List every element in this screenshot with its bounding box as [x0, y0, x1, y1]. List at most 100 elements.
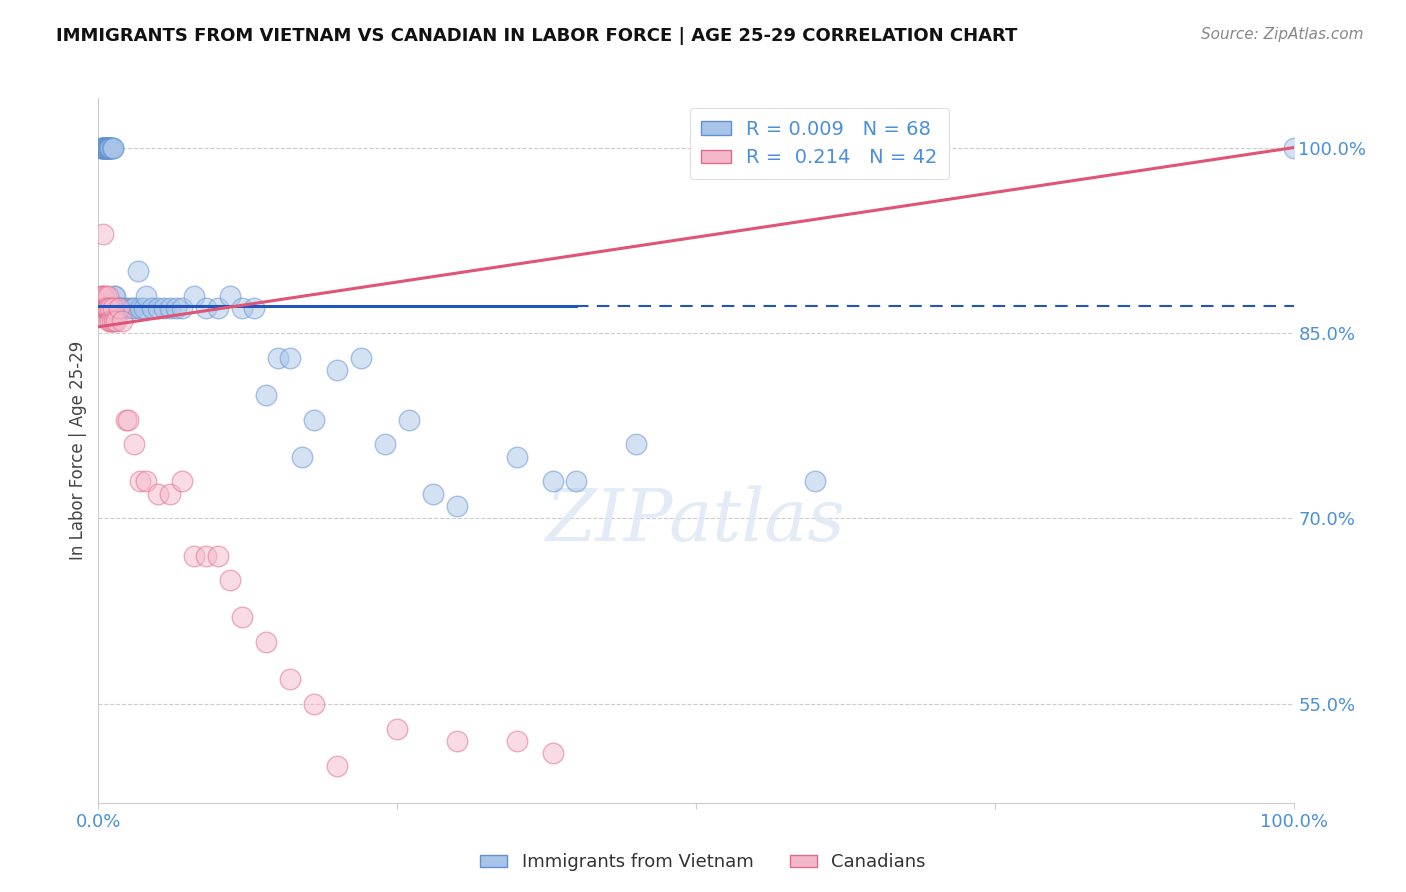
Point [91, 227, 114, 241]
Point [98, 140, 122, 154]
Point [124, 301, 146, 316]
Legend: R = 0.009   N = 68, R =  0.214   N = 42: R = 0.009 N = 68, R = 0.214 N = 42 [690, 108, 949, 179]
Point [135, 475, 157, 489]
Point [117, 301, 139, 316]
Point [97, 140, 120, 154]
Point [446, 734, 468, 748]
Point [135, 289, 157, 303]
Point [93, 140, 115, 154]
Point [94, 289, 117, 303]
Point [541, 747, 564, 761]
Point [172, 301, 194, 316]
Point [96, 301, 118, 316]
Point [97, 301, 120, 316]
Point [804, 475, 827, 489]
Point [165, 301, 187, 316]
Point [96, 301, 118, 316]
Point [90, 289, 112, 303]
Point [446, 499, 468, 513]
Point [183, 289, 205, 303]
Point [541, 475, 564, 489]
Point [422, 487, 444, 501]
Y-axis label: In Labor Force | Age 25-29: In Labor Force | Age 25-29 [69, 341, 87, 560]
Point [1282, 140, 1305, 154]
Point [148, 487, 170, 501]
Point [565, 475, 588, 489]
Point [98, 313, 122, 327]
Point [153, 301, 176, 316]
Point [127, 264, 149, 278]
Point [104, 289, 127, 303]
Point [129, 475, 152, 489]
Point [267, 351, 290, 365]
Text: IMMIGRANTS FROM VIETNAM VS CANADIAN IN LABOR FORCE | AGE 25-29 CORRELATION CHART: IMMIGRANTS FROM VIETNAM VS CANADIAN IN L… [56, 27, 1018, 45]
Point [96, 140, 118, 154]
Point [98, 140, 121, 154]
Point [207, 301, 229, 316]
Point [141, 301, 163, 316]
Point [115, 412, 138, 426]
Point [326, 363, 349, 377]
Point [97, 140, 120, 154]
Point [91, 140, 114, 154]
Point [94, 140, 117, 154]
Point [374, 437, 396, 451]
Point [117, 412, 139, 426]
Point [183, 549, 205, 563]
Point [105, 313, 128, 327]
Point [172, 475, 194, 489]
Point [98, 140, 122, 154]
Point [195, 549, 218, 563]
Point [97, 289, 120, 303]
Point [93, 301, 115, 316]
Point [231, 301, 253, 316]
Point [93, 140, 115, 154]
Point [91, 140, 114, 154]
Point [243, 301, 266, 316]
Text: ZIPatlas: ZIPatlas [546, 485, 846, 557]
Point [103, 313, 125, 327]
Point [121, 301, 143, 316]
Point [219, 574, 242, 588]
Point [326, 758, 349, 772]
Point [93, 301, 115, 316]
Point [219, 289, 242, 303]
Point [398, 412, 420, 426]
Point [278, 672, 301, 686]
Point [148, 301, 170, 316]
Point [132, 301, 155, 316]
Point [100, 313, 122, 327]
Point [626, 437, 648, 451]
Point [93, 140, 115, 154]
Point [105, 301, 128, 316]
Point [124, 437, 146, 451]
Point [103, 289, 125, 303]
Point [385, 722, 409, 736]
Point [302, 412, 325, 426]
Point [101, 140, 124, 154]
Point [195, 301, 218, 316]
Text: Source: ZipAtlas.com: Source: ZipAtlas.com [1201, 27, 1364, 42]
Point [91, 289, 114, 303]
Point [91, 140, 114, 154]
Point [98, 140, 122, 154]
Point [291, 450, 314, 464]
Point [159, 487, 181, 501]
Point [108, 301, 131, 316]
Point [98, 313, 121, 327]
Point [101, 140, 124, 154]
Point [111, 313, 134, 327]
Legend: Immigrants from Vietnam, Canadians: Immigrants from Vietnam, Canadians [472, 847, 934, 879]
Point [129, 301, 152, 316]
Point [506, 450, 529, 464]
Point [231, 610, 253, 624]
Point [278, 351, 301, 365]
Point [90, 140, 112, 154]
Point [94, 140, 117, 154]
Point [91, 140, 114, 154]
Point [254, 388, 277, 402]
Point [107, 301, 129, 316]
Point [96, 140, 118, 154]
Point [97, 140, 120, 154]
Point [107, 301, 129, 316]
